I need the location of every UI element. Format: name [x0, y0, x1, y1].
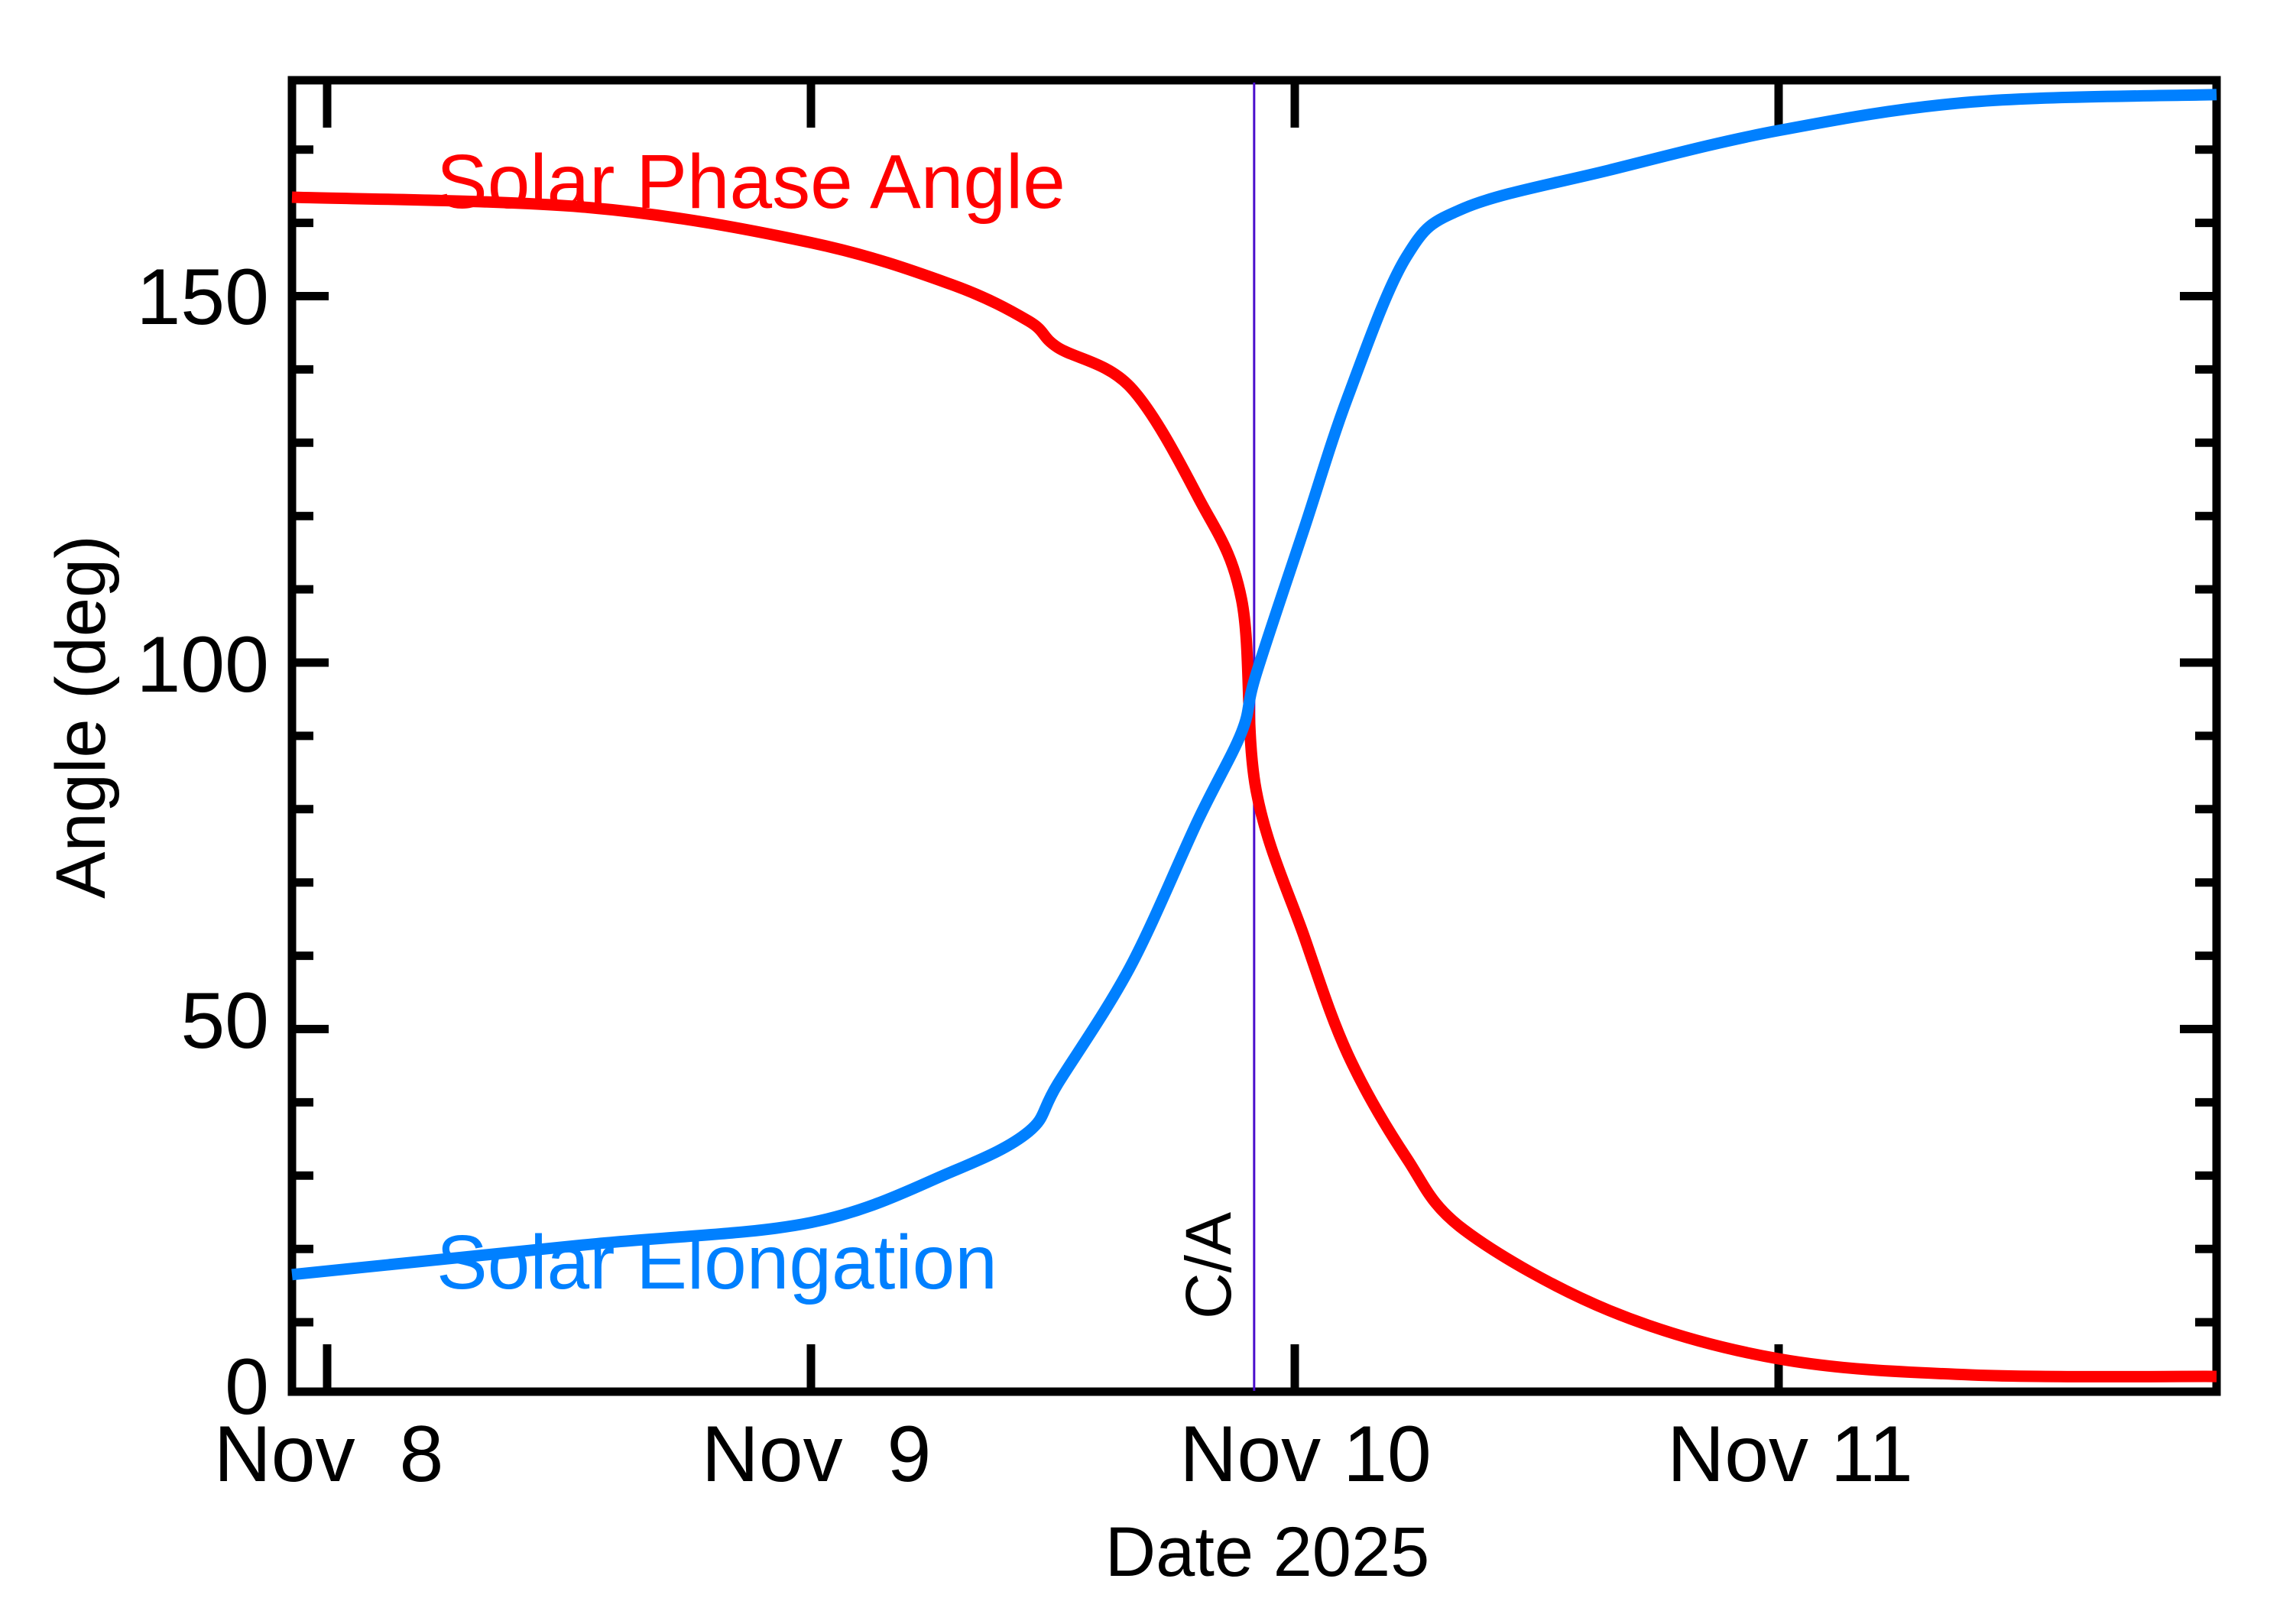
- x-tick-label-nov10: Nov 10: [1179, 1410, 1432, 1499]
- y-tick-label-0: 0: [225, 1343, 269, 1431]
- x-tick-label-nov8: Nov 8: [214, 1410, 444, 1499]
- solar-phase-angle-label: Solar Phase Angle: [436, 139, 1065, 225]
- y-axis-title: Angle (deg): [42, 535, 120, 899]
- y-axis-ticks: [292, 145, 2217, 1327]
- closest-approach-label: C/A: [1172, 1212, 1244, 1319]
- solar-elongation-curve: [291, 89, 2217, 1281]
- x-axis-title: Date 2025: [1105, 1513, 1430, 1591]
- solar-phase-angle-curve: [291, 191, 2217, 1383]
- y-tick-label-150: 150: [136, 253, 269, 342]
- y-tick-label-100: 100: [136, 621, 269, 709]
- y-tick-label-50: 50: [180, 977, 269, 1065]
- x-tick-label-nov11: Nov 11: [1667, 1410, 1913, 1499]
- solar-elongation-label: Solar Elongation: [436, 1220, 997, 1305]
- x-axis-ticks: [323, 80, 1783, 1392]
- x-tick-label-nov9: Nov 9: [702, 1410, 932, 1499]
